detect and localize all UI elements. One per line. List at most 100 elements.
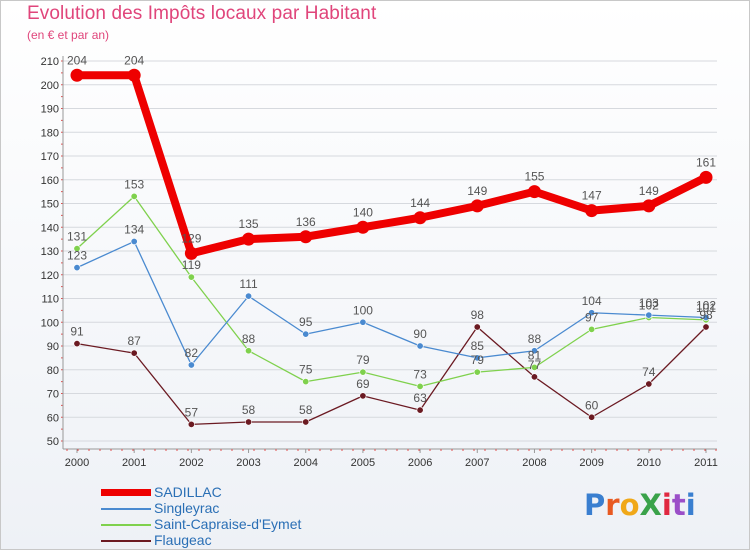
logo-letter: i — [685, 488, 696, 522]
logo-letter: P — [584, 488, 606, 522]
series-line-flaugeac — [76, 326, 707, 426]
data-point-singleyrac — [473, 354, 481, 362]
proxiti-logo: ProXiti — [584, 488, 696, 522]
x-tick-label: 2004 — [293, 457, 317, 469]
data-label-sadillac: 136 — [296, 215, 316, 229]
data-label-sadillac: 147 — [582, 189, 602, 203]
y-tick-label: 50 — [47, 436, 59, 448]
data-point-saint-capraise-d-eymet — [416, 382, 424, 390]
data-point-sadillac — [242, 232, 256, 246]
x-tick-label: 2010 — [637, 457, 661, 469]
x-tick-label: 2002 — [179, 457, 203, 469]
data-point-sadillac — [127, 68, 141, 82]
data-point-singleyrac — [645, 311, 653, 319]
x-tick-label: 2007 — [465, 457, 489, 469]
x-tick-label: 2000 — [65, 457, 89, 469]
data-label-flaugeac: 58 — [242, 403, 256, 417]
data-point-singleyrac — [302, 330, 310, 338]
data-label-singleyrac: 90 — [413, 327, 427, 341]
data-label-flaugeac: 58 — [299, 403, 313, 417]
data-label-saint-capraise-d-eymet: 79 — [471, 353, 485, 367]
data-label-flaugeac: 74 — [642, 365, 656, 379]
data-label-singleyrac: 82 — [185, 346, 199, 360]
data-label-saint-capraise-d-eymet: 79 — [356, 353, 370, 367]
data-label-singleyrac: 100 — [353, 303, 373, 317]
series-line-sadillac — [73, 71, 710, 258]
data-label-sadillac: 144 — [410, 196, 430, 210]
data-point-flaugeac — [702, 323, 710, 331]
x-tick-label: 2011 — [694, 457, 718, 469]
data-label-flaugeac: 98 — [699, 308, 713, 322]
logo-letter: X — [639, 488, 662, 522]
logo-letter: t — [671, 488, 686, 522]
data-label-singleyrac: 103 — [639, 296, 659, 310]
chart-title: Evolution des Impôts locaux par Habitant — [27, 3, 377, 24]
data-label-flaugeac: 60 — [585, 398, 599, 412]
y-tick-label: 210 — [41, 56, 59, 68]
data-point-saint-capraise-d-eymet — [359, 368, 367, 376]
data-label-singleyrac: 88 — [528, 332, 542, 346]
data-label-layer: 91 87 57 58 58 69 63 98 77 60 74 98 131 153 119 88 75 79 7… — [67, 53, 716, 419]
data-point-singleyrac — [530, 347, 538, 355]
x-tick-label: 2003 — [236, 457, 260, 469]
data-label-sadillac: 155 — [524, 170, 544, 184]
y-tick-label: 150 — [41, 199, 59, 211]
data-point-singleyrac — [416, 342, 424, 350]
data-point-sadillac — [527, 185, 541, 199]
data-point-saint-capraise-d-eymet — [73, 245, 81, 253]
data-point-flaugeac — [473, 323, 481, 331]
data-point-sadillac — [299, 230, 313, 244]
data-label-singleyrac: 134 — [124, 223, 144, 237]
data-label-saint-capraise-d-eymet: 119 — [182, 258, 201, 272]
x-tick-label: 2005 — [351, 457, 375, 469]
data-point-saint-capraise-d-eymet — [302, 378, 310, 386]
data-point-flaugeac — [416, 406, 424, 414]
data-label-saint-capraise-d-eymet: 101 — [696, 301, 716, 315]
legend-label: Saint-Capraise-d'Eymet — [154, 516, 302, 532]
logo-letter: i — [661, 488, 672, 522]
y-tick-label: 100 — [41, 317, 59, 329]
data-point-sadillac — [470, 199, 484, 213]
data-point-sadillac — [699, 170, 713, 184]
legend-label: Singleyrac — [154, 500, 220, 516]
data-label-saint-capraise-d-eymet: 88 — [242, 332, 256, 346]
y-tick-label: 60 — [47, 412, 59, 424]
data-point-sadillac — [585, 204, 599, 218]
data-label-singleyrac: 85 — [471, 339, 485, 353]
data-label-sadillac: 140 — [353, 205, 373, 219]
data-label-sadillac: 135 — [239, 217, 259, 231]
data-point-singleyrac — [588, 309, 596, 317]
data-point-sadillac — [642, 199, 656, 213]
legend-swatch-flaugeac — [101, 540, 151, 542]
y-tick-label: 190 — [41, 104, 59, 116]
data-label-sadillac: 149 — [639, 184, 659, 198]
data-point-saint-capraise-d-eymet — [473, 368, 481, 376]
data-label-flaugeac: 98 — [471, 308, 485, 322]
x-tick-label: 2009 — [579, 457, 603, 469]
data-point-saint-capraise-d-eymet — [187, 273, 195, 281]
data-label-saint-capraise-d-eymet: 81 — [528, 348, 542, 362]
y-tick-label: 110 — [41, 294, 59, 306]
y-tick-label: 90 — [47, 341, 59, 353]
y-tick-label: 160 — [41, 175, 59, 187]
x-tick-label: 2008 — [522, 457, 546, 469]
data-label-saint-capraise-d-eymet: 153 — [124, 177, 144, 191]
y-tick-label: 80 — [47, 365, 59, 377]
data-point-sadillac — [356, 220, 370, 234]
data-point-flaugeac — [359, 392, 367, 400]
data-point-saint-capraise-d-eymet — [245, 347, 253, 355]
series-line-saint-capraise-d-eymet — [76, 195, 707, 388]
data-point-flaugeac — [130, 349, 138, 357]
data-point-sadillac — [70, 68, 84, 82]
data-point-flaugeac — [245, 418, 253, 426]
data-label-saint-capraise-d-eymet: 73 — [413, 367, 427, 381]
data-point-singleyrac — [130, 238, 138, 246]
data-label-flaugeac: 77 — [528, 358, 542, 372]
data-point-saint-capraise-d-eymet — [530, 363, 538, 371]
data-label-sadillac: 161 — [696, 155, 716, 169]
data-point-flaugeac — [588, 413, 596, 421]
legend-swatch-sadillac — [101, 489, 151, 496]
data-point-flaugeac — [73, 340, 81, 348]
data-point-flaugeac — [187, 420, 195, 428]
